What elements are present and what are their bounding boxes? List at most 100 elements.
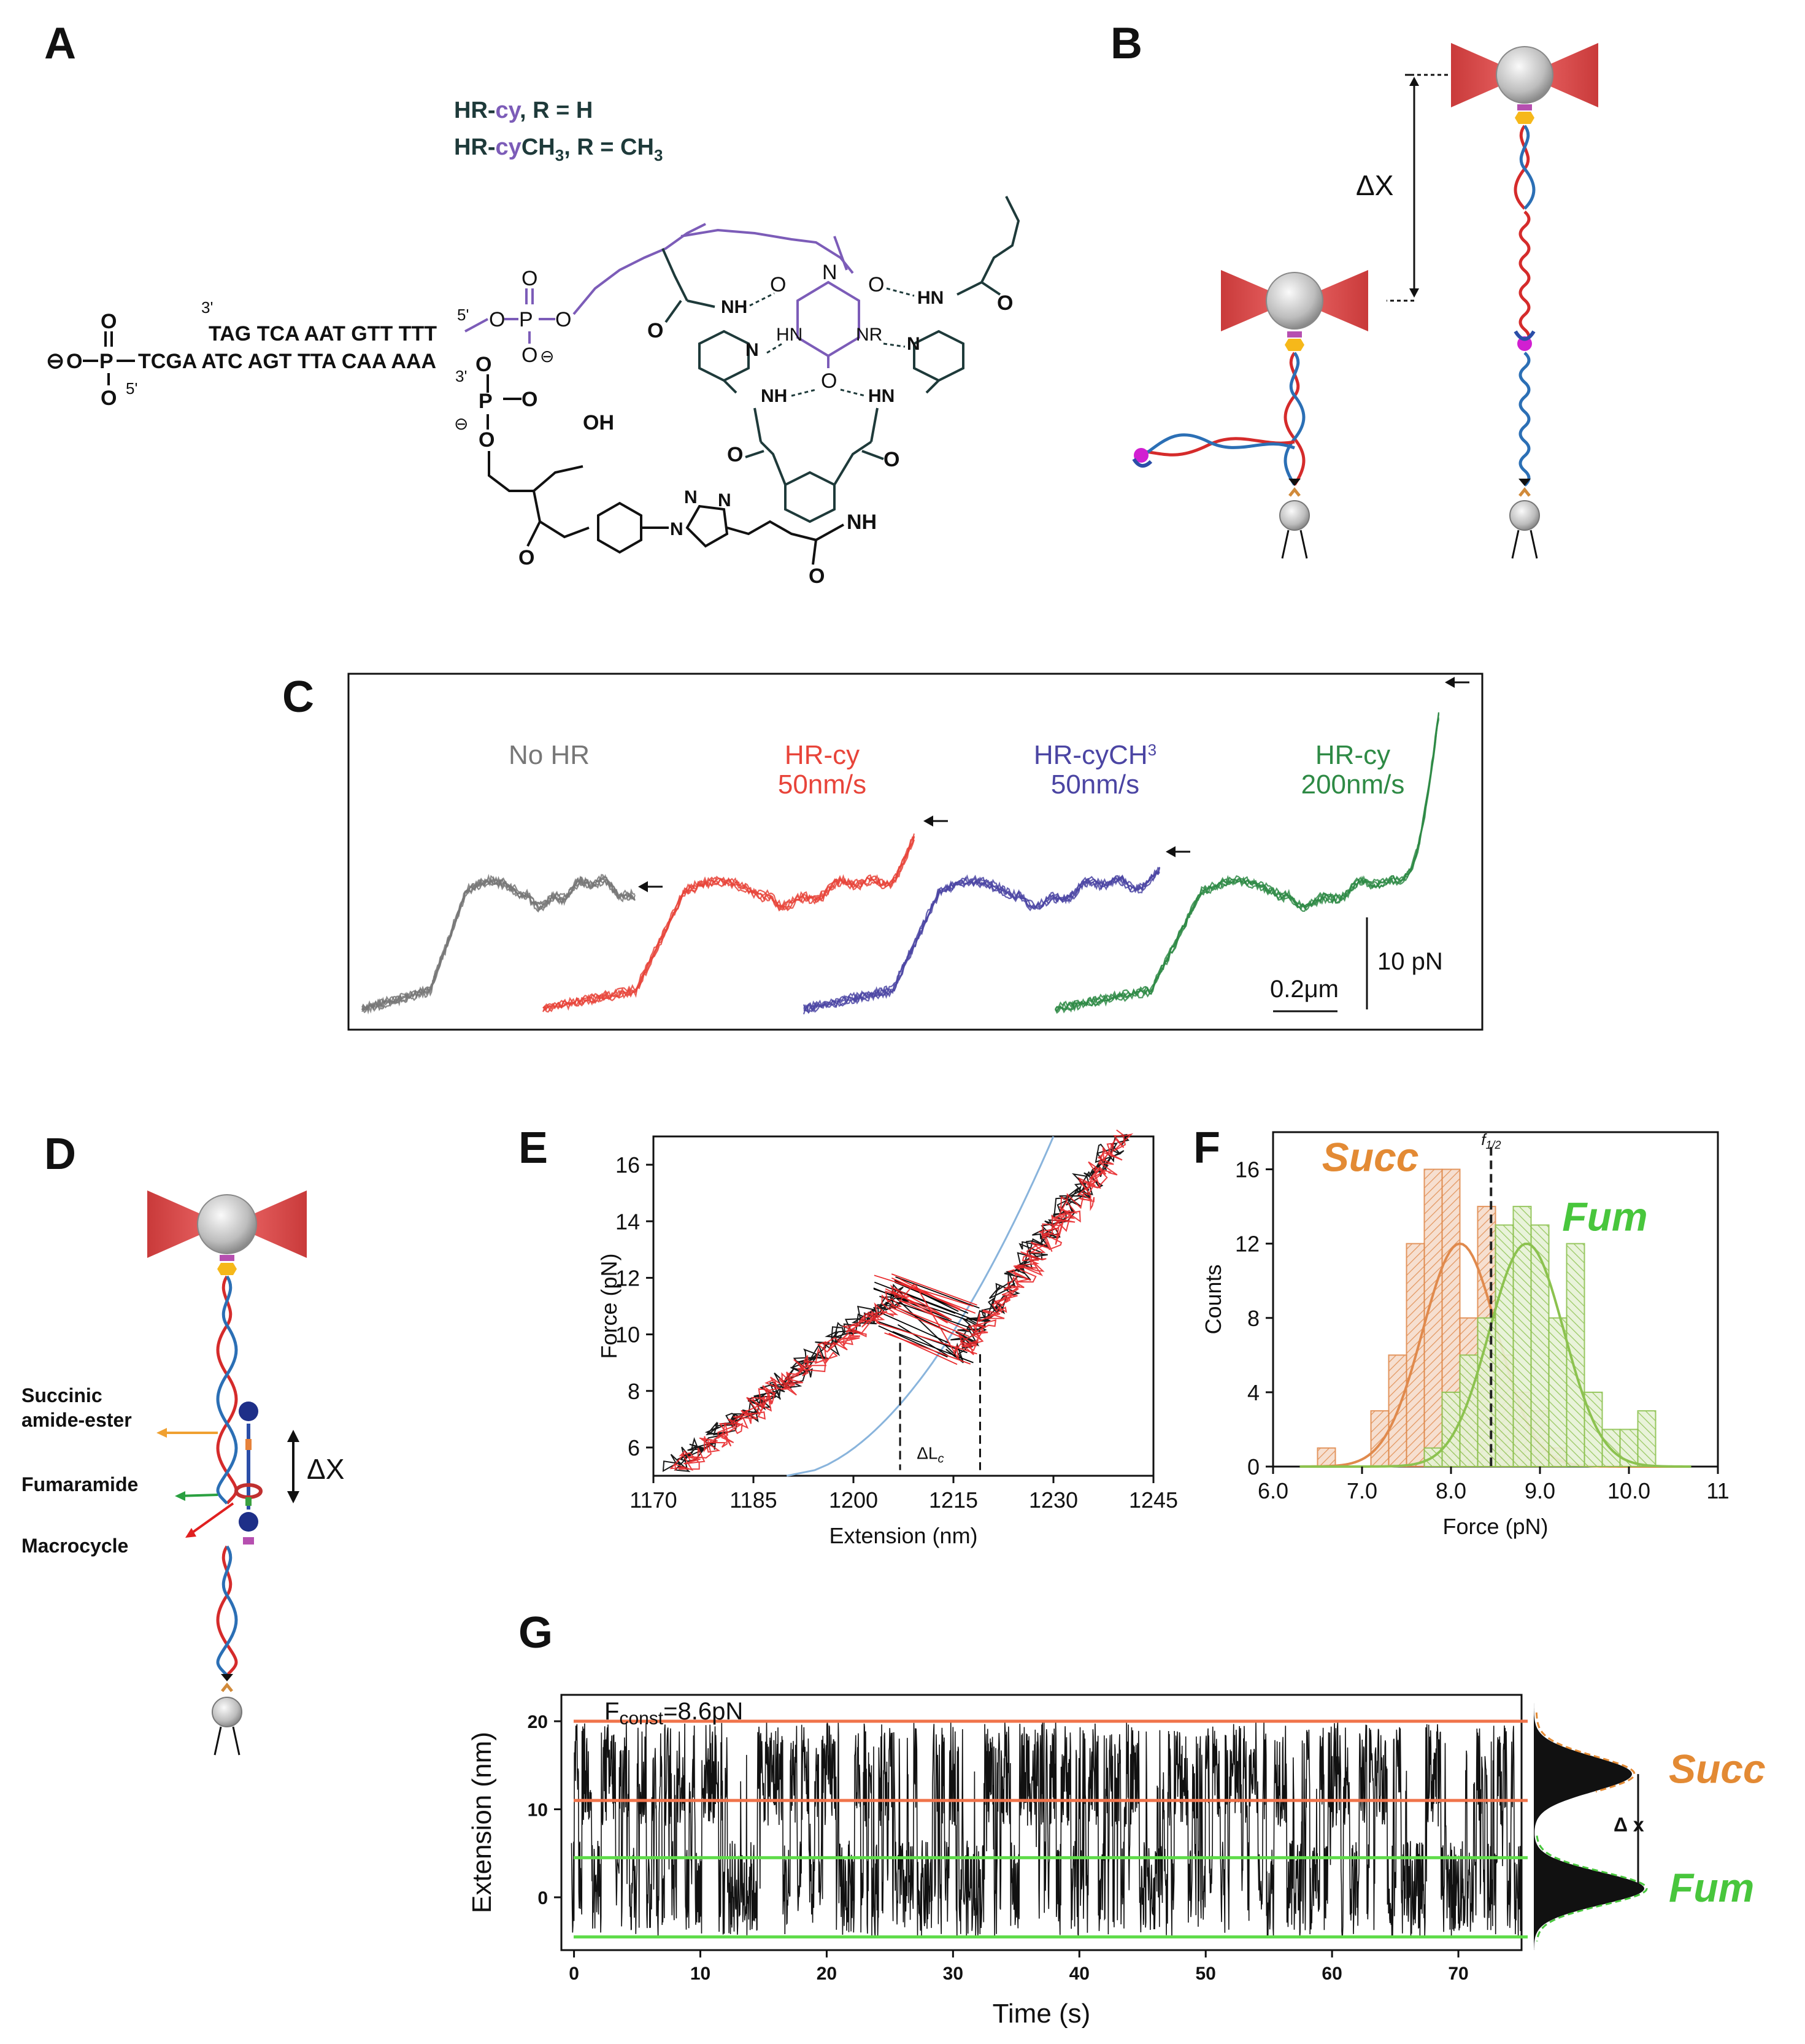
histogram-bar [1512, 1206, 1532, 1467]
pipette-bead-right [1509, 500, 1540, 531]
svg-text:HN: HN [868, 386, 895, 406]
x-axis-label-f: Force (pN) [1442, 1514, 1548, 1539]
transition-line [892, 1331, 974, 1363]
svg-text:⊖: ⊖ [454, 414, 468, 433]
panel-a-structure: HR-cy, R = H HR-cyCH3, R = CH3 3' TAG TC… [46, 98, 1020, 588]
svg-text:O: O [521, 267, 537, 290]
label-amide-ester: amide-ester [21, 1409, 132, 1431]
histogram-bar [1317, 1447, 1336, 1467]
svg-text:O: O [521, 344, 537, 367]
legend-succ: Succ [1322, 1135, 1419, 1180]
svg-text:OH: OH [583, 411, 614, 434]
histogram-bar [1566, 1243, 1585, 1467]
trace-end-arrowhead-0 [638, 881, 648, 892]
trace-end-arrowhead-2 [1166, 846, 1176, 857]
state-label-succ: Succ [1669, 1746, 1766, 1791]
extension-histogram [1534, 1695, 1644, 1950]
purple-linker: O P O O ⊖ O [464, 223, 854, 367]
fit-succ [1535, 1712, 1636, 1793]
panel-b-schematic: ΔX [1132, 43, 1598, 559]
scale-bar-x-label: 0.2μm [1270, 976, 1339, 1003]
svg-text:O: O [647, 319, 663, 342]
panel-label-d: D [44, 1130, 76, 1179]
svg-text:NH: NH [721, 297, 747, 317]
y-tick-label-g: 0 [537, 1888, 548, 1908]
svg-text:N: N [745, 340, 759, 360]
y-tick-label-e: 10 [615, 1322, 640, 1348]
svg-text:O: O [821, 369, 837, 393]
panel-label-f: F [1193, 1124, 1220, 1173]
stopper-top [239, 1402, 258, 1421]
trace-label-0-line1: No HR [509, 740, 590, 770]
svg-text:O: O [101, 310, 117, 333]
trace-line [1055, 714, 1440, 1009]
svg-text:NH: NH [847, 511, 877, 534]
series-relax [669, 1129, 1134, 1471]
trace-set-1 [542, 833, 915, 1013]
svg-text:O: O [66, 350, 82, 373]
transition-line [889, 1306, 963, 1338]
histogram-bar [1584, 1391, 1603, 1468]
svg-text:O: O [809, 565, 825, 588]
svg-text:O: O [770, 273, 786, 296]
label-fumaramide: Fumaramide [21, 1473, 138, 1495]
svg-text:P: P [479, 390, 493, 413]
trace-label-2-line1: HR-cyCH3 [1034, 740, 1157, 770]
trace-relax [669, 1129, 1134, 1471]
svg-text:HN: HN [917, 288, 944, 308]
left-phosphate-group: ⊖ O P O O [46, 310, 135, 410]
histogram-bar [1459, 1354, 1479, 1467]
trace-line [361, 879, 636, 1015]
trace-set-3 [1055, 712, 1440, 1014]
receptor-core: N N NH HN NH HN O O O O [647, 196, 1020, 523]
transition-line [888, 1332, 958, 1365]
svg-text:O: O [101, 387, 117, 410]
svg-text:O: O [489, 308, 505, 331]
svg-text:NR: NR [856, 325, 882, 345]
trapped-bead-d [197, 1194, 257, 1254]
svg-text:N: N [684, 487, 698, 507]
transition-line [874, 1275, 974, 1307]
transition-line [895, 1287, 952, 1321]
fit-fum [1536, 1835, 1648, 1942]
y-tick-label-f: 0 [1247, 1454, 1260, 1479]
trace-label-1-line1: HR-cy [785, 740, 860, 770]
trace-end-arrowhead-3 [1445, 677, 1455, 688]
x-tick-label-f: 11 [1706, 1478, 1729, 1503]
y-tick-label-g: 10 [528, 1800, 548, 1820]
series-fum-bars [1299, 1206, 1691, 1468]
prime-3-top: 3' [201, 298, 213, 317]
legend-fum: Fum [1562, 1194, 1647, 1239]
y-axis-label-g: Extension (nm) [467, 1732, 497, 1913]
y-tick-label-f: 16 [1235, 1157, 1260, 1182]
trace-line [802, 871, 1160, 1015]
gaussian-fit-fum [1299, 1242, 1691, 1468]
histogram-bar [1370, 1410, 1390, 1468]
strand-top-sequence: TAG TCA AAT GTT TTT [209, 322, 437, 345]
histogram-bar [1548, 1317, 1568, 1468]
y-tick-label-e: 12 [615, 1265, 640, 1290]
pipette-bead-left [1279, 500, 1310, 531]
svg-text:O: O [521, 388, 537, 411]
trace-line [1055, 719, 1440, 1014]
svg-text:HN: HN [776, 325, 802, 345]
panel-d-schematic: Succinic amide-ester Fumaramide Macrocyc… [21, 1190, 344, 1756]
svg-text:O: O [868, 273, 884, 296]
label-succinic: Succinic [21, 1384, 102, 1406]
transition-line [879, 1311, 950, 1344]
transition-line [891, 1273, 977, 1306]
trace-label-2-line2: 50nm/s [1051, 769, 1139, 800]
y-tick-label-g: 20 [528, 1712, 548, 1732]
prime-3-bottom: 3' [455, 367, 467, 385]
delta-x-label-g: Δ x [1614, 1813, 1644, 1835]
trace-line [542, 833, 915, 1010]
svg-text:P: P [99, 350, 114, 373]
cyanurate-core: O N O HN NR O [770, 261, 884, 393]
trace-label-3-line1: HR-cy [1315, 740, 1390, 770]
ligand-marker-left [1134, 448, 1149, 463]
svg-text:N: N [822, 261, 837, 284]
y-tick-label-e: 8 [628, 1379, 640, 1404]
x-tick-label-g: 70 [1448, 1964, 1468, 1984]
svg-text:⊖: ⊖ [540, 347, 554, 366]
